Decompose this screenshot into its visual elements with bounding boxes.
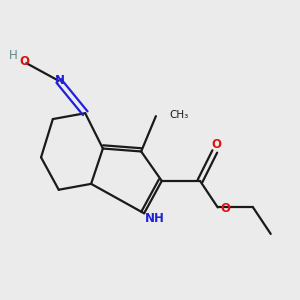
Text: NH: NH bbox=[145, 212, 164, 225]
Text: H: H bbox=[9, 49, 17, 62]
Text: CH₃: CH₃ bbox=[169, 110, 188, 120]
Text: O: O bbox=[220, 202, 230, 215]
Text: N: N bbox=[55, 74, 65, 87]
Text: O: O bbox=[20, 55, 30, 68]
Text: O: O bbox=[211, 139, 221, 152]
